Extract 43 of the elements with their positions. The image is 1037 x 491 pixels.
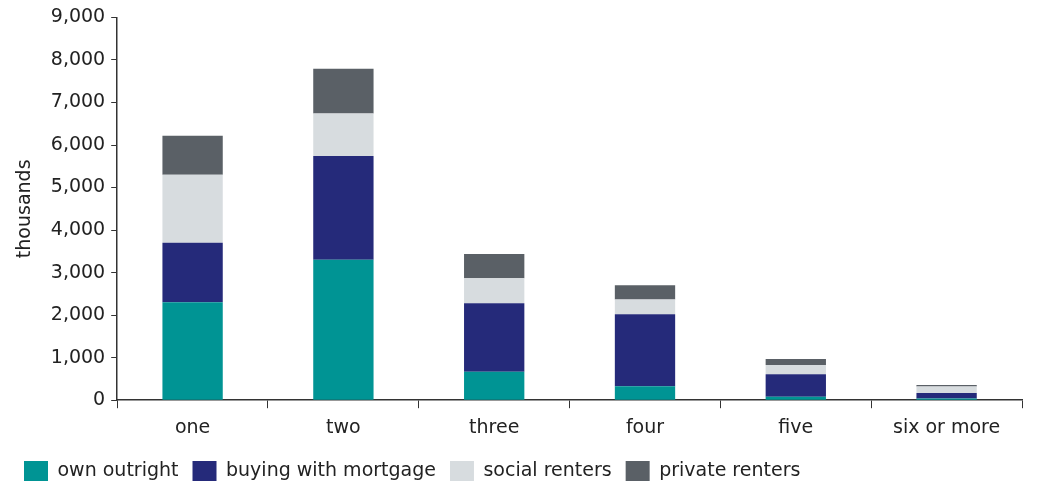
y-tick-label: 4,000 [50, 217, 106, 239]
bar [464, 253, 525, 279]
bar [162, 135, 223, 175]
bar [162, 242, 223, 303]
y-tick-label: 7,000 [50, 89, 106, 112]
y-tick-label: 3,000 [50, 259, 106, 282]
bar [614, 299, 676, 315]
y-tick-label: 8,000 [50, 46, 106, 69]
bar [464, 371, 525, 400]
bar [313, 113, 374, 157]
x-tick-label: six or more [893, 414, 1001, 437]
bar [765, 364, 826, 375]
legend-label: social renters [483, 457, 612, 480]
bar [614, 386, 676, 400]
y-tick-label: 2,000 [50, 302, 106, 325]
bar [765, 358, 826, 365]
x-tick-label: five [778, 414, 814, 437]
y-axis-title: thousands [12, 159, 35, 259]
y-tick-label: 6,000 [50, 131, 106, 154]
bar [464, 278, 525, 304]
y-tick-label: 5,000 [50, 174, 106, 197]
bar [765, 374, 826, 397]
y-tick-label: 9,000 [50, 4, 106, 27]
bar [464, 303, 525, 372]
bar [162, 174, 223, 243]
x-tick-label: three [469, 414, 520, 437]
legend-label: buying with mortgage [226, 457, 436, 480]
bar [313, 68, 374, 114]
legend-label: own outright [57, 457, 179, 480]
x-tick-label: one [174, 414, 211, 437]
y-tick-label: 1,000 [50, 344, 106, 367]
bar [313, 259, 374, 400]
bar [765, 396, 826, 400]
bar [313, 156, 374, 260]
bar [614, 285, 676, 300]
bar [916, 392, 977, 399]
legend-label: private renters [659, 457, 801, 480]
x-tick-label: four [625, 414, 665, 437]
x-tick-label: two [326, 414, 361, 437]
y-tick-label: 0 [93, 387, 106, 410]
bar [916, 386, 977, 393]
bar [614, 314, 676, 387]
bar [162, 302, 223, 400]
